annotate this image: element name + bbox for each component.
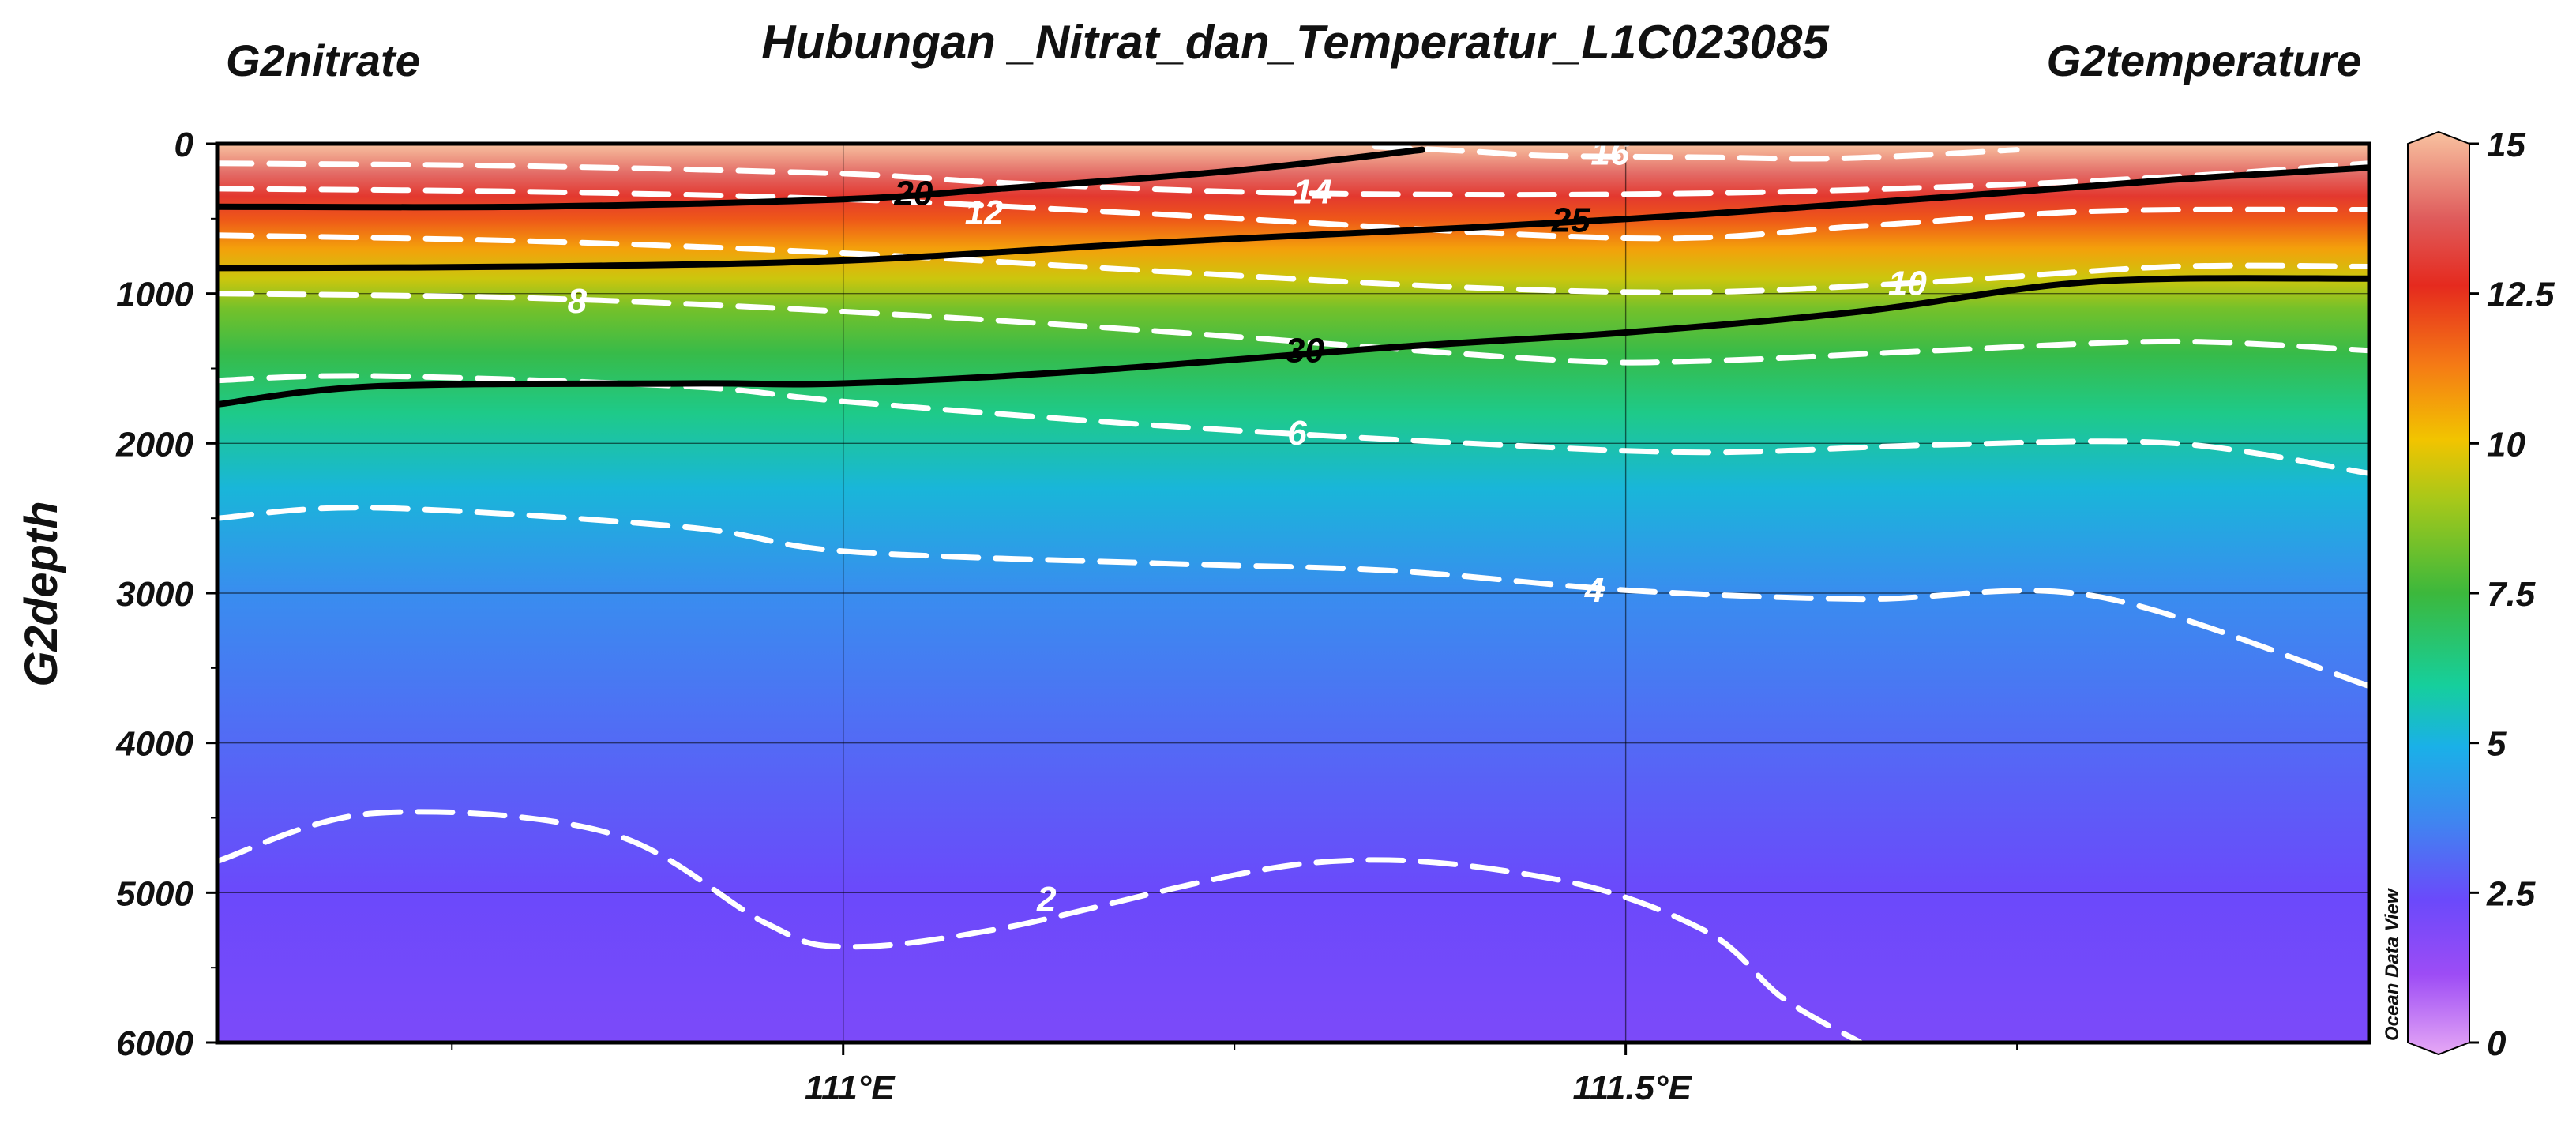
colorbar-tick-label: 10 (2487, 425, 2525, 464)
temperature-contour-label-14: 14 (1294, 173, 1332, 212)
temperature-contour-2 (217, 809, 1864, 1043)
colorbar-tick-label: 12.5 (2487, 276, 2555, 314)
temperature-contour-label-2: 2 (1036, 880, 1057, 919)
colorbar-tick-label: 0 (2487, 1024, 2507, 1063)
temperature-contour-label-10: 10 (1888, 264, 1927, 302)
y-tick-label: 5000 (116, 874, 193, 913)
contour-labels: 16 14 12 10 8 6 4 2 20 25 30 (568, 133, 1928, 919)
y-tick-label: 1000 (116, 276, 193, 314)
temperature-contour-label-16: 16 (1590, 133, 1629, 172)
colorbar-tick-label: 15 (2487, 126, 2525, 164)
nitrate-contour-label-30: 30 (1286, 332, 1324, 370)
colorbar-tick-label: 7.5 (2487, 575, 2536, 614)
left-variable-label: G2nitrate (226, 36, 420, 85)
colorbar-tick-label: 2.5 (2486, 874, 2536, 913)
temperature-contour-16 (1372, 144, 2020, 162)
y-tick-label: 2000 (115, 425, 193, 464)
y-tick-label: 4000 (115, 725, 193, 764)
colorbar-ticks: 0 2.5 5 7.5 10 12.5 15 (2469, 126, 2555, 1063)
colorbar-tick-label: 5 (2487, 725, 2507, 764)
nitrate-contour-label-20: 20 (893, 175, 933, 213)
temperature-contour-label-6: 6 (1287, 414, 1307, 453)
temperature-contour-label-12: 12 (965, 194, 1004, 232)
temperature-contour-label-4: 4 (1584, 571, 1604, 610)
x-tick-label: 111°E (805, 1069, 896, 1107)
temperature-contour-label-8: 8 (568, 282, 588, 321)
temperature-contour-10 (217, 232, 2369, 295)
nitrate-contour-label-25: 25 (1551, 201, 1590, 240)
nitrate-contour-30 (217, 275, 2369, 408)
temperature-contour-14 (217, 160, 2369, 198)
contour-lines (217, 144, 2369, 1043)
y-axis-label: G2depth (16, 501, 67, 686)
grid-lines (217, 144, 2369, 1043)
x-axis: 111°E 111.5°E (451, 1043, 2018, 1107)
temperature-contour-4 (217, 505, 2369, 689)
y-tick-label: 0 (175, 126, 194, 164)
right-variable-label: G2temperature (2047, 36, 2361, 85)
watermark: Ocean Data View (2382, 888, 2403, 1041)
nitrate-contour-25 (217, 164, 2369, 272)
y-axis: 0 1000 2000 3000 4000 5000 6000 (115, 126, 217, 1063)
colorbar (2407, 130, 2470, 1056)
x-tick-label: 111.5°E (1572, 1069, 1692, 1107)
temperature-contour-12 (217, 186, 2369, 242)
temperature-contour-8 (217, 291, 2369, 366)
y-tick-label: 3000 (116, 575, 193, 614)
y-tick-label: 6000 (116, 1024, 193, 1063)
chart-title: Hubungan _Nitrat_dan_Temperatur_L1C02308… (761, 16, 1830, 69)
nitrate-contour-20 (217, 146, 1425, 211)
